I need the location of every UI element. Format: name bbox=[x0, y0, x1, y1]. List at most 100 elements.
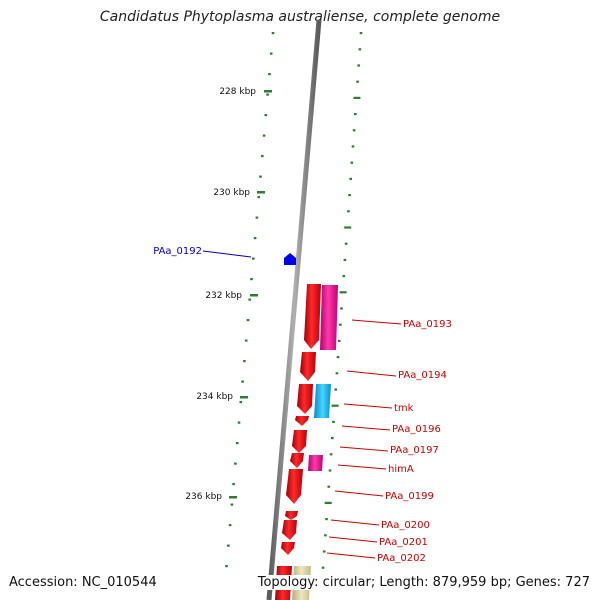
gc-skew-mark bbox=[264, 114, 268, 117]
gene-feature[interactable] bbox=[300, 352, 316, 381]
gene-feature[interactable] bbox=[285, 511, 298, 520]
gene-feature-reverse[interactable] bbox=[284, 253, 296, 265]
map-title: Candidatus Phytoplasma australiense, com… bbox=[99, 9, 501, 25]
gc-skew-mark bbox=[343, 258, 347, 261]
gc-skew-mark bbox=[348, 194, 351, 197]
gene-label[interactable]: tmk bbox=[394, 403, 414, 414]
gene-feature[interactable] bbox=[304, 284, 321, 349]
gc-skew-mark bbox=[321, 566, 325, 569]
gc-skew-mark bbox=[344, 226, 352, 229]
gc-skew-mark bbox=[248, 298, 251, 301]
gene-label-leader bbox=[330, 519, 380, 526]
gene-label[interactable]: PAa_0202 bbox=[377, 553, 426, 564]
tick-label: 230 kbp bbox=[213, 188, 250, 198]
gene-label-leaders bbox=[326, 319, 402, 559]
gene-label-leader bbox=[202, 250, 252, 258]
gene-label-leader bbox=[341, 425, 391, 431]
tick-label: 236 kbp bbox=[185, 492, 222, 502]
gc-skew-mark bbox=[350, 161, 354, 164]
gc-skew-mark bbox=[241, 380, 244, 383]
gc-skew-mark bbox=[351, 145, 355, 148]
gc-skew-mark bbox=[344, 242, 348, 245]
gc-skew-mark bbox=[329, 453, 333, 456]
trna-feature[interactable] bbox=[314, 384, 331, 418]
gc-skew-mark bbox=[255, 216, 259, 219]
gc-skew-mark bbox=[262, 134, 266, 137]
gc-skew-mark bbox=[352, 129, 356, 132]
gc-skew-mark bbox=[356, 80, 359, 83]
gene-label[interactable]: PAa_0196 bbox=[392, 424, 441, 435]
gc-skew-mark bbox=[336, 356, 340, 359]
gc-skew-mark bbox=[230, 503, 234, 506]
gc-skew-mark bbox=[324, 501, 332, 504]
tick-label: 234 kbp bbox=[196, 392, 233, 402]
gc-skew-mark bbox=[331, 437, 334, 440]
gene-feature[interactable] bbox=[308, 455, 323, 471]
gc-skew-mark bbox=[268, 73, 271, 76]
gc-skew-mark bbox=[358, 48, 362, 51]
gc-skew-mark bbox=[253, 237, 257, 240]
tick-mark bbox=[229, 496, 237, 499]
gc-skew-mark bbox=[235, 442, 239, 445]
gene-label[interactable]: PAa_0193 bbox=[403, 319, 452, 330]
scale-ticks: 228 kbp 230 kbp 232 kbp 234 kbp 236 kbp bbox=[185, 87, 272, 502]
gc-skew-mark bbox=[257, 196, 260, 199]
forward-gene-track bbox=[275, 284, 338, 600]
gc-skew-mark bbox=[332, 420, 335, 423]
gene-feature[interactable] bbox=[281, 542, 295, 555]
gc-skew-mark bbox=[335, 372, 339, 375]
gc-skew-mark bbox=[250, 278, 253, 281]
gc-skew-mark bbox=[331, 404, 339, 407]
gc-skew-mark bbox=[339, 291, 347, 294]
gene-label[interactable]: himA bbox=[388, 464, 414, 475]
gc-skew-mark bbox=[342, 275, 346, 278]
gene-label-leader bbox=[337, 464, 387, 470]
gene-feature[interactable] bbox=[282, 520, 297, 540]
tick-label: 228 kbp bbox=[219, 87, 256, 97]
gc-skew-mark bbox=[244, 339, 248, 342]
gc-skew-mark bbox=[328, 469, 332, 472]
gc-skew-mark bbox=[324, 534, 327, 537]
gene-label-leader bbox=[328, 536, 378, 543]
gene-feature[interactable] bbox=[292, 430, 307, 453]
gc-skew-mark bbox=[271, 32, 275, 35]
gene-label-leader bbox=[343, 403, 393, 409]
gc-skew-mark bbox=[237, 421, 241, 424]
gene-label[interactable]: PAa_0199 bbox=[385, 491, 434, 502]
gc-skew-mark bbox=[337, 339, 341, 342]
gene-feature[interactable] bbox=[295, 416, 309, 426]
gc-skew-mark bbox=[261, 155, 264, 158]
gc-skew-mark bbox=[227, 544, 230, 547]
gene-label-leader bbox=[334, 490, 384, 497]
gc-skew-mark bbox=[359, 32, 363, 35]
gc-skew-mark bbox=[239, 401, 243, 404]
tick-mark bbox=[257, 191, 265, 194]
gene-label-leader bbox=[346, 370, 397, 377]
gc-skew-mark bbox=[322, 550, 326, 553]
gene-label[interactable]: PAa_0201 bbox=[379, 537, 428, 548]
genome-summary-text: Topology: circular; Length: 879,959 bp; … bbox=[257, 575, 590, 590]
gene-feature[interactable] bbox=[320, 285, 338, 350]
genome-backbone bbox=[266, 19, 322, 600]
tick-mark bbox=[250, 294, 258, 297]
gc-skew-mark bbox=[339, 323, 342, 326]
gc-skew-track-outer bbox=[321, 32, 363, 569]
gc-skew-mark bbox=[234, 462, 237, 465]
tick-mark bbox=[264, 90, 272, 93]
gene-label[interactable]: PAa_0192 bbox=[153, 246, 202, 257]
gene-label[interactable]: PAa_0197 bbox=[390, 445, 439, 456]
gc-skew-mark bbox=[353, 96, 361, 99]
gc-skew-mark bbox=[334, 388, 337, 391]
gc-skew-mark bbox=[327, 485, 331, 488]
gc-skew-mark bbox=[269, 52, 273, 55]
gc-skew-mark bbox=[243, 360, 246, 363]
gc-skew-mark bbox=[225, 565, 228, 568]
gene-feature[interactable] bbox=[290, 453, 304, 468]
gene-label[interactable]: PAa_0200 bbox=[381, 520, 430, 531]
gc-skew-mark bbox=[340, 307, 343, 310]
gene-feature[interactable] bbox=[297, 384, 313, 414]
gc-skew-mark bbox=[354, 113, 357, 116]
gc-skew-mark bbox=[246, 319, 250, 322]
gene-label[interactable]: PAa_0194 bbox=[398, 370, 447, 381]
gene-feature[interactable] bbox=[286, 469, 303, 504]
